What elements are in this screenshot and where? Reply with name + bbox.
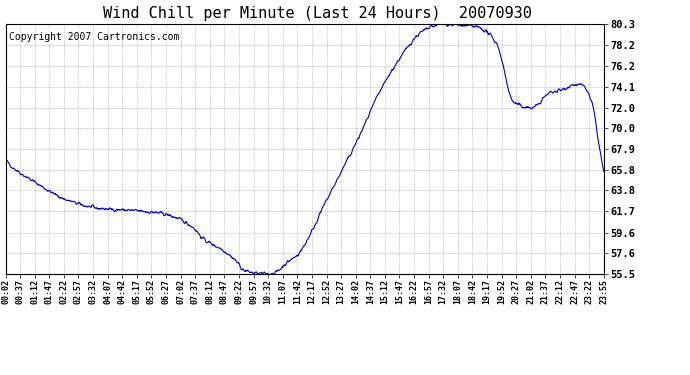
- Text: Copyright 2007 Cartronics.com: Copyright 2007 Cartronics.com: [8, 32, 179, 42]
- Text: Wind Chill per Minute (Last 24 Hours)  20070930: Wind Chill per Minute (Last 24 Hours) 20…: [103, 6, 532, 21]
